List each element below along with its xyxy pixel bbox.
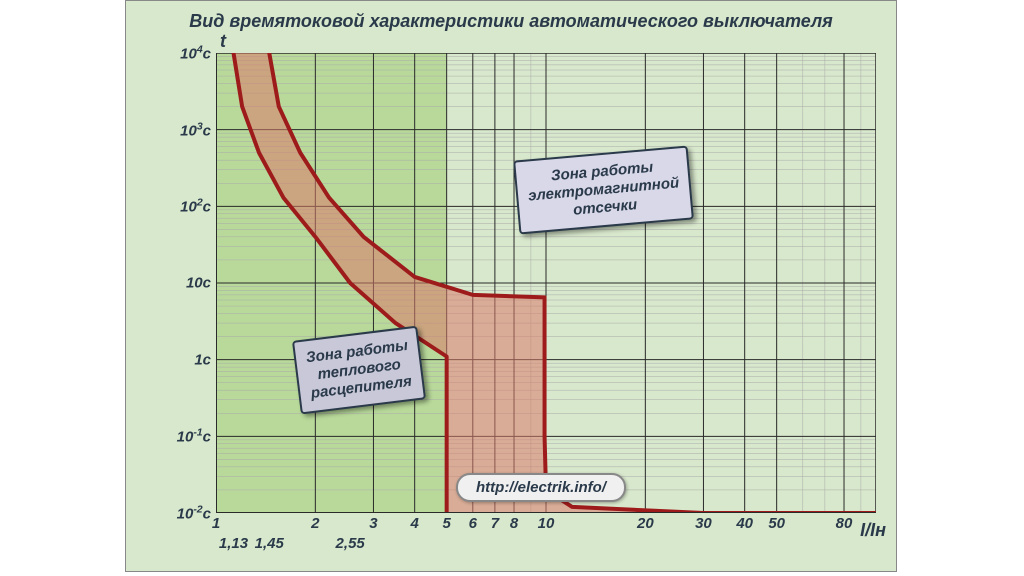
y-tick-label: 10-1c: [177, 427, 211, 446]
x-extra-tick-label: 1,45: [255, 535, 284, 552]
y-tick-label: 1c: [194, 351, 211, 368]
y-tick-label: 104c: [180, 44, 211, 63]
x-tick-label: 40: [736, 515, 753, 532]
y-tick-label: 103c: [180, 120, 211, 139]
x-extra-tick-label: 2,55: [336, 535, 365, 552]
x-tick-label: 3: [369, 515, 377, 532]
y-axis-title: t: [220, 31, 226, 52]
x-tick-label: 4: [411, 515, 419, 532]
x-tick-label: 10: [538, 515, 555, 532]
x-tick-label: 6: [469, 515, 477, 532]
x-extra-tick-label: 1,13: [219, 535, 248, 552]
y-tick-label: 10c: [186, 275, 211, 292]
chart-title: Вид времятоковой характеристики автомати…: [126, 11, 896, 32]
x-tick-label: 8: [510, 515, 518, 532]
callout-em-zone: Зона работыэлектромагнитнойотсечки: [513, 145, 694, 234]
callout-thermal-zone: Зона работытепловогорасцепителя: [292, 326, 427, 415]
x-tick-label: 80: [836, 515, 853, 532]
source-url: http://electrik.info/: [456, 473, 626, 502]
y-tick-label: 10-2c: [177, 504, 211, 523]
y-tick-label: 102c: [180, 197, 211, 216]
x-tick-label: 50: [768, 515, 785, 532]
x-tick-label: 1: [212, 515, 220, 532]
x-axis-title: I/Iн: [860, 520, 886, 541]
x-tick-label: 20: [637, 515, 654, 532]
plot-area: t I/Iн 10-2c10-1c1c10c102c103c104c 12345…: [216, 53, 876, 513]
plot-svg: [216, 53, 876, 513]
chart-container: Вид времятоковой характеристики автомати…: [125, 0, 897, 572]
x-tick-label: 2: [311, 515, 319, 532]
x-tick-label: 30: [695, 515, 712, 532]
x-tick-label: 7: [491, 515, 499, 532]
x-tick-label: 5: [442, 515, 450, 532]
